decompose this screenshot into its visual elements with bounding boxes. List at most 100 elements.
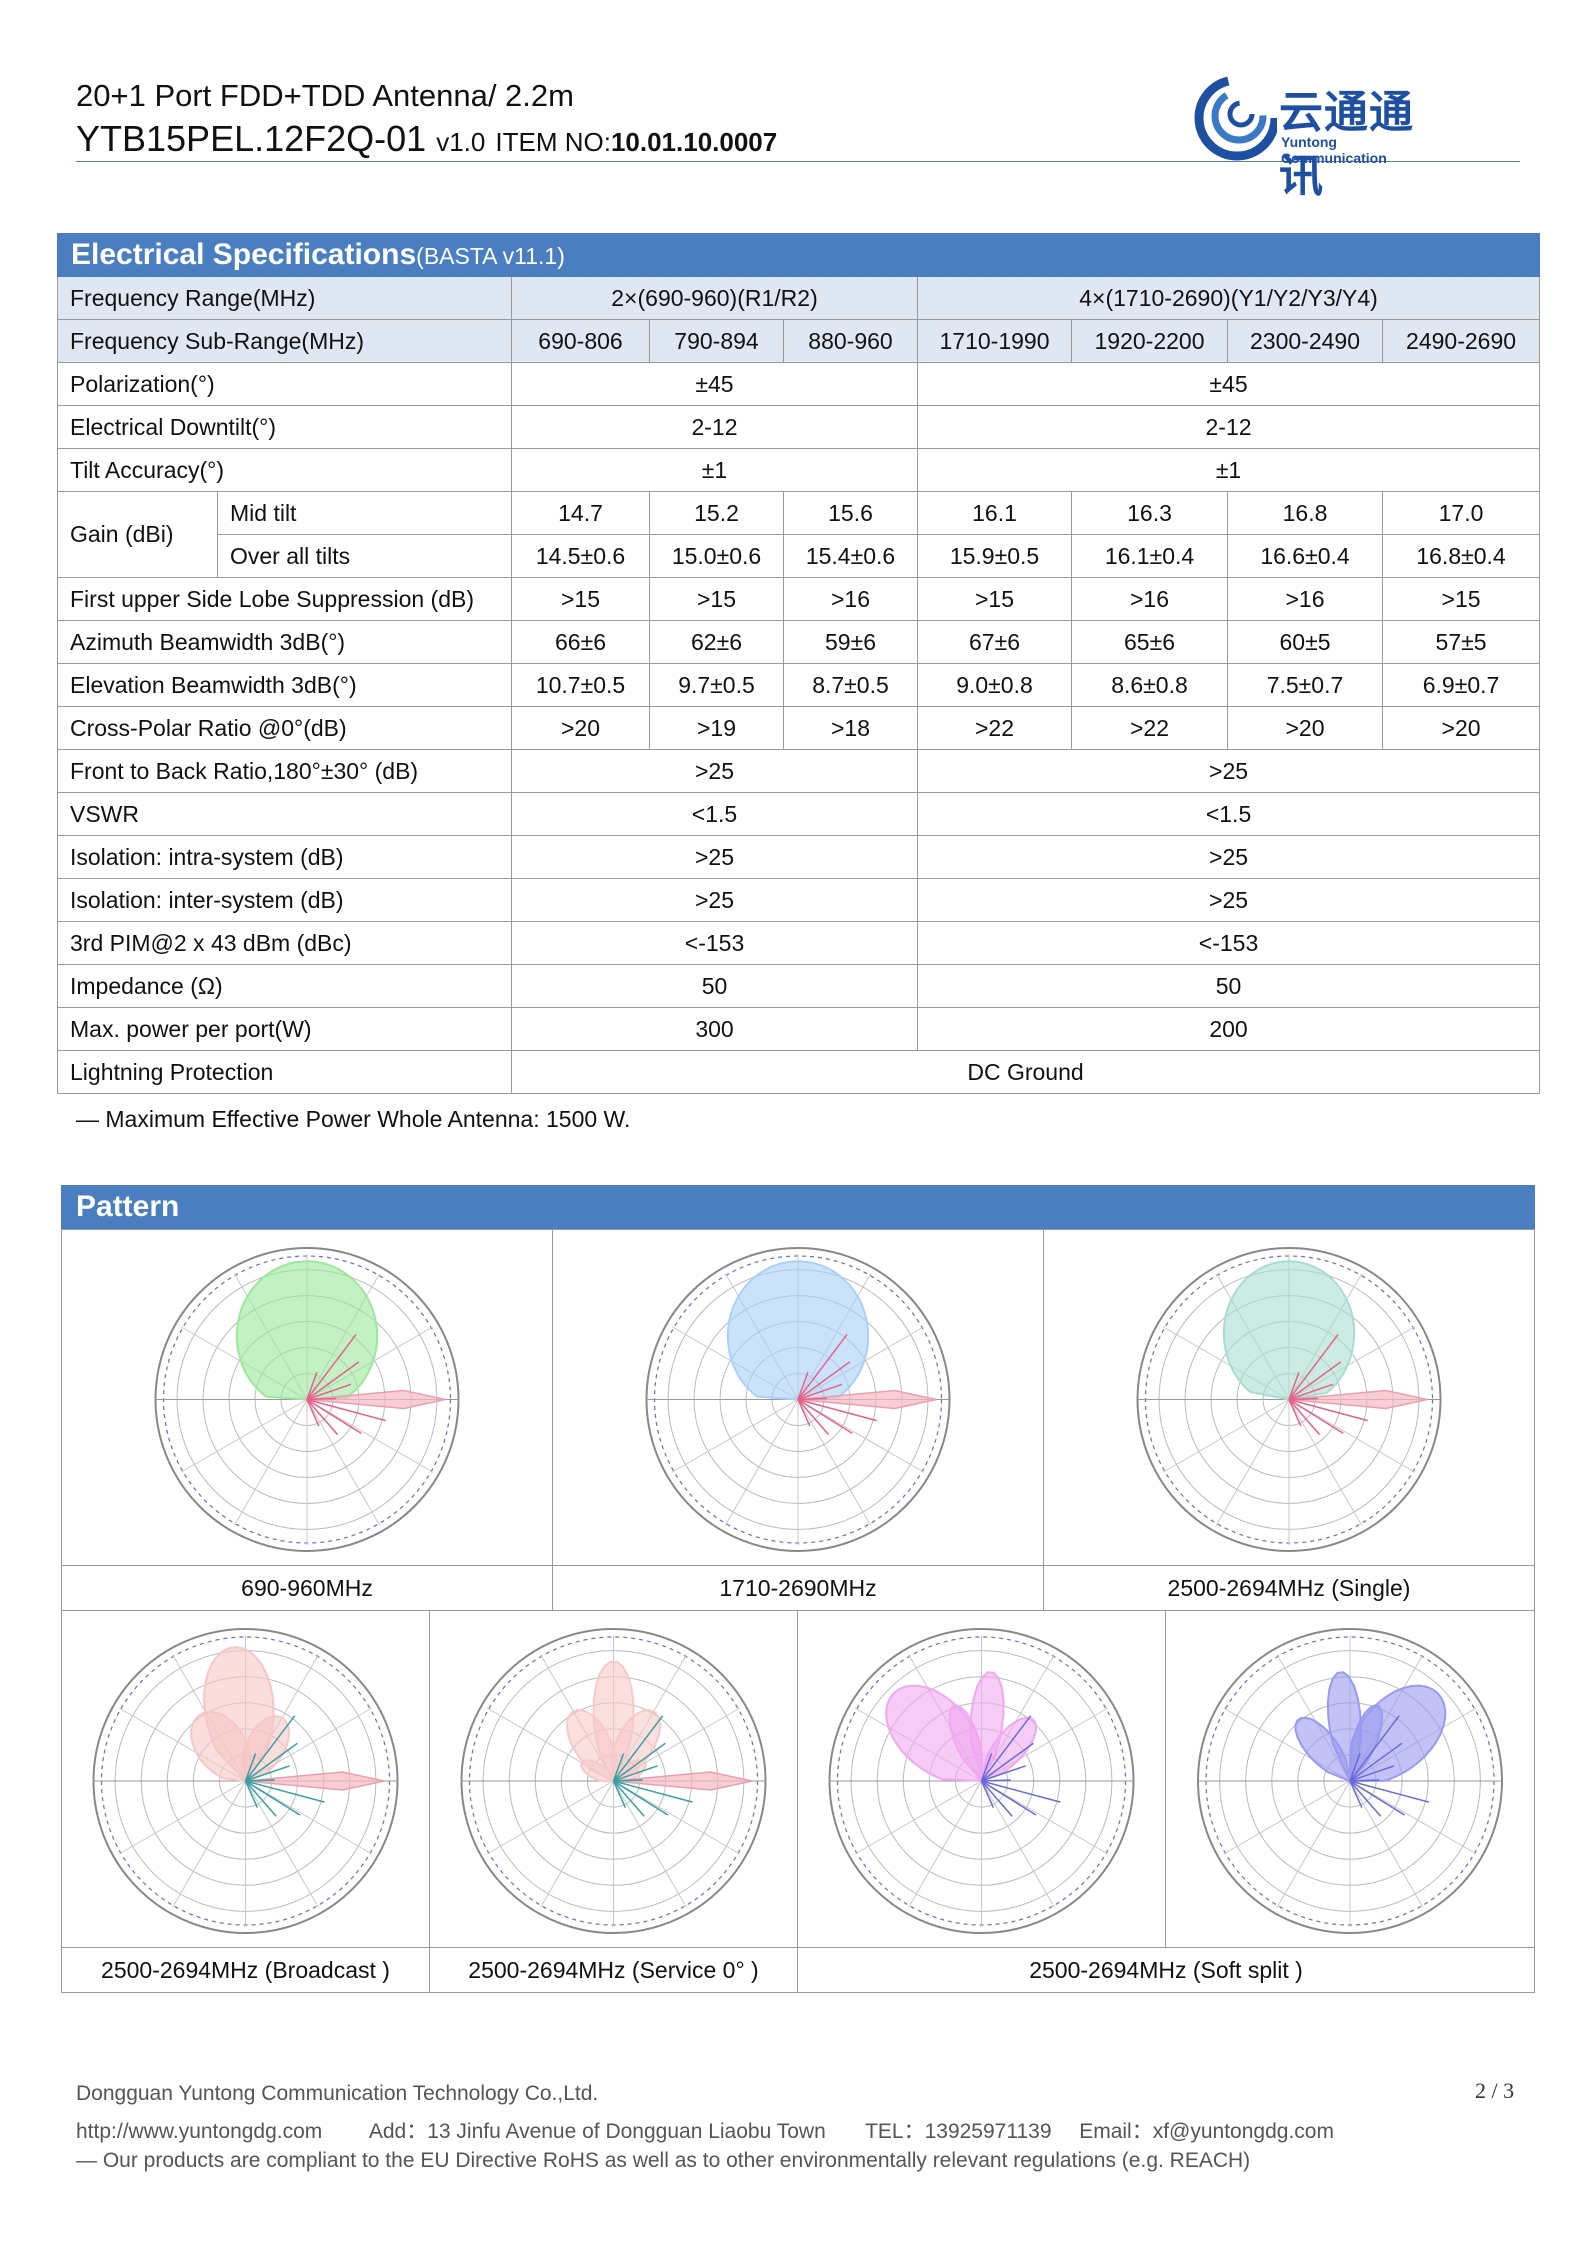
table-cell: 15.9±0.5: [917, 534, 1072, 578]
spec-title-row: Electrical Specifications(BASTA v11.1): [56, 233, 1541, 277]
table-cell: <1.5: [916, 792, 1541, 836]
polar-pattern-plot: [154, 1247, 460, 1552]
pattern-caption: 1710-2690MHz: [552, 1565, 1044, 1611]
row-label: Isolation: inter-system (dB): [57, 878, 512, 922]
row-label: Lightning Protection: [57, 1050, 512, 1094]
table-cell: 60±5: [1227, 620, 1383, 664]
table-cell: >15: [1381, 577, 1541, 621]
row-label: Impedance (Ω): [57, 964, 512, 1008]
table-cell: 2490-2690: [1381, 319, 1541, 363]
table-row: Cross-Polar Ratio @0°(dB) >20 >19 >18 >2…: [57, 706, 1541, 750]
footer-tel: TEL：13925971139: [865, 2120, 1052, 2143]
table-cell: >16: [1227, 577, 1383, 621]
row-sublabel: Mid tilt: [217, 491, 512, 535]
table-row: Frequency Range(MHz) 2×(690-960)(R1/R2) …: [57, 276, 1541, 320]
pattern-caption: 2500-2694MHz (Service 0° ): [429, 1947, 798, 1993]
table-cell: 16.8: [1227, 491, 1383, 535]
pattern-image-690-960: [61, 1229, 553, 1566]
table-row: Isolation: inter-system (dB) >25 >25: [57, 878, 1541, 922]
table-row: Lightning Protection DC Ground: [57, 1050, 1541, 1094]
table-cell: 300: [511, 1007, 918, 1051]
document-subtitle: 20+1 Port FDD+TDD Antenna/ 2.2m: [76, 78, 574, 113]
footer-website[interactable]: http://www.yuntongdg.com: [76, 2120, 323, 2143]
table-row: Over all tilts 14.5±0.6 15.0±0.6 15.4±0.…: [58, 534, 1541, 578]
table-cell: >22: [917, 706, 1072, 750]
table-cell: >15: [649, 577, 784, 621]
spec-title-suffix: (BASTA v11.1): [416, 243, 565, 269]
model-number: YTB15PEL.12F2Q-01: [76, 118, 427, 159]
footer-contact: http://www.yuntongdg.com Add：13 Jinfu Av…: [76, 2115, 1334, 2145]
table-cell: 14.7: [511, 491, 650, 535]
footer-email[interactable]: Email：xf@yuntongdg.com: [1079, 2120, 1334, 2143]
row-label: Isolation: intra-system (dB): [57, 835, 512, 879]
table-cell: 200: [916, 1007, 1541, 1051]
table-cell: 8.6±0.8: [1071, 663, 1228, 707]
row-label: Electrical Downtilt(°): [57, 405, 512, 449]
footer-company: Dongguan Yuntong Communication Technolog…: [76, 2082, 599, 2105]
table-cell: >15: [511, 577, 650, 621]
row-label: Frequency Sub-Range(MHz): [57, 319, 512, 363]
table-row: Front to Back Ratio,180°±30° (dB) >25 >2…: [57, 749, 1541, 793]
table-cell: DC Ground: [510, 1050, 1541, 1094]
spec-title: Electrical Specifications: [71, 238, 417, 271]
polar-pattern-plot: [828, 1628, 1135, 1934]
table-cell: 50: [916, 964, 1541, 1008]
table-row: VSWR <1.5 <1.5: [57, 792, 1541, 836]
table-cell: >18: [783, 706, 918, 750]
table-cell: >22: [1071, 706, 1228, 750]
table-cell: 62±6: [649, 620, 784, 664]
table-cell: <1.5: [511, 792, 918, 836]
polar-pattern-plot: [92, 1628, 399, 1934]
polar-pattern-plot: [1197, 1628, 1503, 1934]
table-cell: >16: [783, 577, 918, 621]
table-cell: 690-806: [511, 319, 650, 363]
table-cell: 16.8±0.4: [1381, 534, 1541, 578]
table-cell: >15: [917, 577, 1072, 621]
table-cell: 10.7±0.5: [511, 663, 650, 707]
footer-compliance: — Our products are compliant to the EU D…: [76, 2149, 1251, 2172]
table-row: Tilt Accuracy(°) ±1 ±1: [57, 448, 1541, 492]
table-cell: ±1: [916, 448, 1541, 492]
table-cell: 15.2: [649, 491, 784, 535]
row-label: 3rd PIM@2 x 43 dBm (dBc): [57, 921, 512, 965]
table-cell: 66±6: [511, 620, 650, 664]
row-label: Elevation Beamwidth 3dB(°): [57, 663, 512, 707]
pattern-caption: 2500-2694MHz (Soft split ): [797, 1947, 1535, 1993]
table-cell: >25: [916, 749, 1541, 793]
pattern-image-soft-split-b: [1165, 1610, 1535, 1948]
table-cell: 16.1±0.4: [1071, 534, 1228, 578]
logo-swirl-icon: [1194, 75, 1280, 161]
table-cell: 15.0±0.6: [649, 534, 784, 578]
row-label: Gain (dBi): [57, 491, 218, 578]
table-row: First upper Side Lobe Suppression (dB) >…: [57, 577, 1541, 621]
pattern-image-1710-2690: [552, 1229, 1044, 1566]
table-row: Elevation Beamwidth 3dB(°) 10.7±0.5 9.7±…: [57, 663, 1541, 707]
table-cell: 7.5±0.7: [1227, 663, 1383, 707]
version: v1.0: [436, 127, 486, 157]
table-cell: >25: [916, 878, 1541, 922]
table-cell: 2300-2490: [1227, 319, 1383, 363]
row-label: Frequency Range(MHz): [57, 276, 512, 320]
table-cell: <-153: [511, 921, 918, 965]
row-label: Max. power per port(W): [57, 1007, 512, 1051]
page-number: 2 / 3: [1475, 2078, 1515, 2103]
pattern-image-soft-split-a: [797, 1610, 1166, 1948]
pattern-caption: 2500-2694MHz (Broadcast ): [61, 1947, 430, 1993]
table-cell: ±45: [916, 362, 1541, 406]
table-cell: 17.0: [1381, 491, 1541, 535]
polar-pattern-plot: [460, 1628, 767, 1934]
pattern-title: Pattern: [61, 1185, 1535, 1229]
table-cell: 67±6: [917, 620, 1072, 664]
row-label: Cross-Polar Ratio @0°(dB): [57, 706, 512, 750]
item-label: ITEM NO:: [495, 127, 611, 157]
table-cell: 16.1: [917, 491, 1072, 535]
company-logo: 云通通讯 Yuntong Communication: [1193, 72, 1438, 202]
pattern-caption: 690-960MHz: [61, 1565, 553, 1611]
pattern-caption: 2500-2694MHz (Single): [1043, 1565, 1535, 1611]
table-cell: 9.7±0.5: [649, 663, 784, 707]
table-cell: 15.6: [783, 491, 918, 535]
table-cell: 65±6: [1071, 620, 1228, 664]
row-label: Front to Back Ratio,180°±30° (dB): [57, 749, 512, 793]
table-cell: 14.5±0.6: [511, 534, 650, 578]
table-cell: ±1: [511, 448, 918, 492]
